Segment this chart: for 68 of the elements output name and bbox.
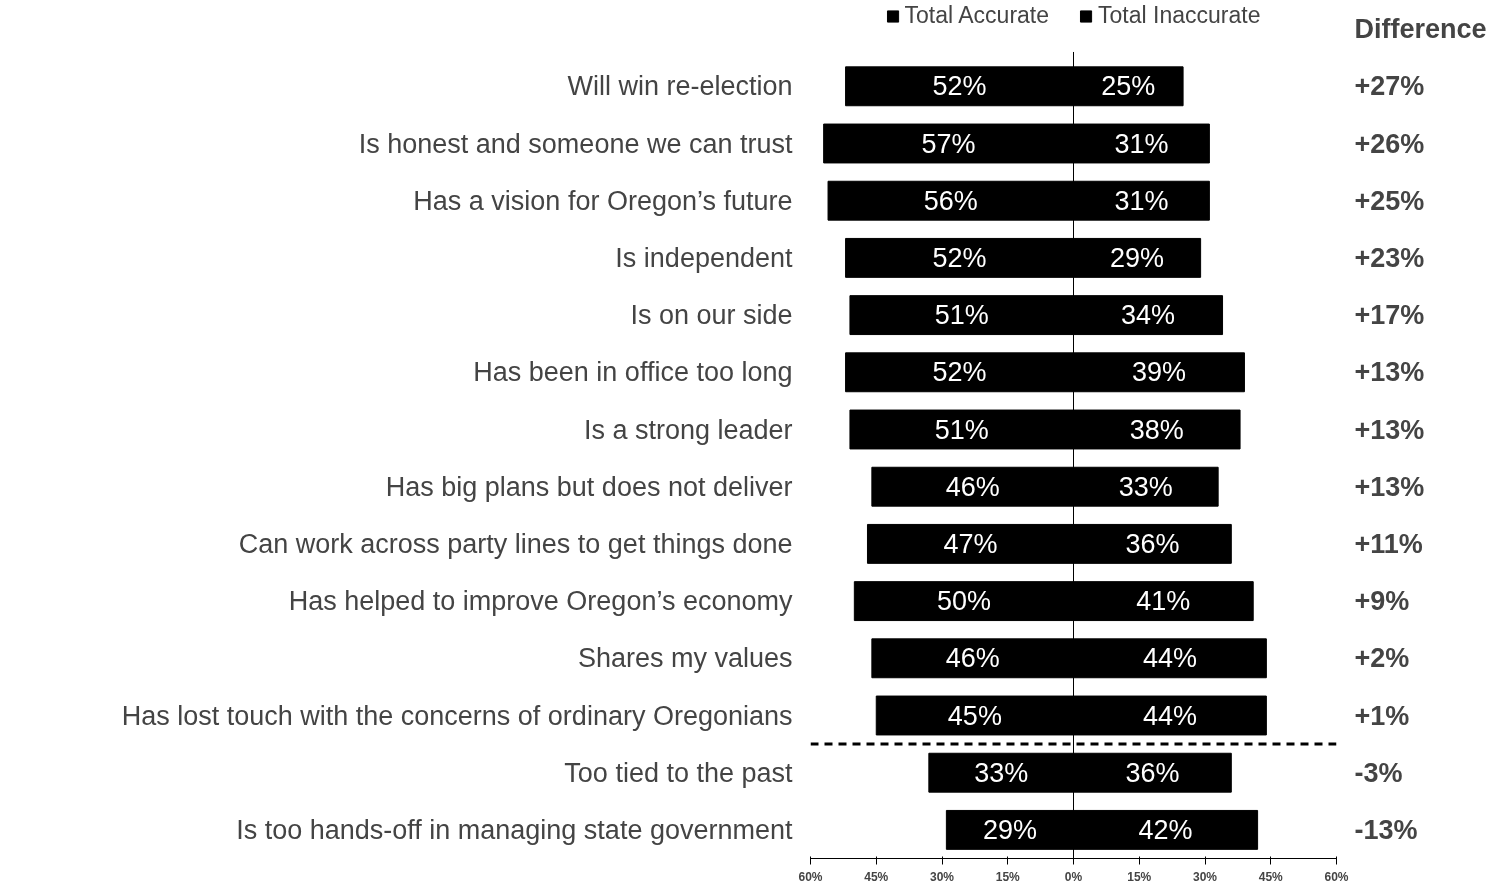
data-label: 31% — [1114, 128, 1169, 159]
text: +9% — [1354, 586, 1410, 617]
data-label: 33% — [1118, 471, 1173, 502]
data-label: 29% — [982, 814, 1037, 845]
data-label: 51% — [934, 300, 989, 331]
data-label: 46% — [945, 643, 1000, 674]
data-label: 44% — [1142, 643, 1197, 674]
text: +13% — [1354, 471, 1425, 502]
legend-label: Total Inaccurate — [1098, 2, 1261, 29]
y-tick-label: Has a vision for Oregon’s future — [413, 185, 793, 216]
data-label: 46% — [945, 471, 1000, 502]
data-label: 29% — [1110, 242, 1165, 273]
x-tick-label: 45% — [864, 869, 889, 884]
y-tick-label: Is too hands-off in managing state government — [236, 814, 793, 845]
text: +25% — [1354, 185, 1425, 216]
text: +1% — [1354, 700, 1410, 731]
text: +2% — [1354, 643, 1410, 674]
y-tick-label: Is independent — [615, 242, 793, 273]
x-tick-label: 60% — [1324, 869, 1349, 884]
y-tick-label: Has been in office too long — [473, 357, 793, 388]
y-tick-label: Is honest and someone we can trust — [358, 128, 793, 159]
data-label: 52% — [932, 242, 987, 273]
data-label: 50% — [936, 586, 991, 617]
data-label: 52% — [932, 71, 987, 102]
text: +11% — [1354, 528, 1423, 559]
y-tick-label: Has lost touch with the concerns of ordinary Oregonians — [121, 700, 793, 731]
y-tick-label: Shares my values — [577, 643, 793, 674]
data-label: 52% — [932, 357, 987, 388]
text: +13% — [1354, 357, 1425, 388]
data-label: 42% — [1138, 814, 1193, 845]
text: +17% — [1354, 300, 1425, 331]
text: -13% — [1354, 814, 1418, 845]
text: -3% — [1354, 757, 1403, 788]
y-tick-label: Has helped to improve Oregon’s economy — [288, 586, 793, 617]
x-tick-label: 30% — [1192, 869, 1218, 884]
x-tick-label: 45% — [1258, 869, 1284, 884]
y-tick-label: Has big plans but does not deliver — [385, 471, 793, 502]
data-label: 36% — [1125, 528, 1180, 559]
y-tick-label: Can work across party lines to get things done — [238, 528, 793, 559]
y-tick-label: Will win re-election — [567, 71, 793, 102]
data-label: 57% — [921, 128, 976, 159]
data-label: 41% — [1136, 586, 1191, 617]
x-tick-label: 30% — [929, 869, 955, 884]
data-label: 47% — [943, 528, 998, 559]
legend-label: Total Accurate — [904, 2, 1050, 29]
data-label: 39% — [1131, 357, 1186, 388]
text: +27% — [1354, 71, 1425, 102]
data-label: 34% — [1121, 300, 1176, 331]
data-label: 38% — [1129, 414, 1184, 445]
x-tick-label: 0% — [1064, 869, 1083, 884]
data-label: 51% — [934, 414, 989, 445]
text: +13% — [1354, 414, 1425, 445]
data-label: 44% — [1142, 700, 1197, 731]
data-label: 33% — [974, 757, 1029, 788]
x-tick-label: 15% — [1127, 869, 1152, 884]
data-label: 56% — [923, 185, 978, 216]
y-tick-label: Is a strong leader — [583, 414, 793, 445]
text: +26% — [1354, 128, 1425, 159]
data-label: 31% — [1114, 185, 1169, 216]
x-tick-label: 15% — [995, 869, 1021, 884]
x-tick-label: 60% — [798, 869, 823, 884]
text: +23% — [1354, 242, 1425, 273]
y-tick-label: Is on our side — [630, 300, 793, 331]
data-label: 25% — [1101, 71, 1156, 102]
y-tick-label: Too tied to the past — [564, 757, 793, 788]
data-label: 36% — [1125, 757, 1180, 788]
text: Difference — [1354, 14, 1487, 45]
data-label: 45% — [947, 700, 1002, 731]
